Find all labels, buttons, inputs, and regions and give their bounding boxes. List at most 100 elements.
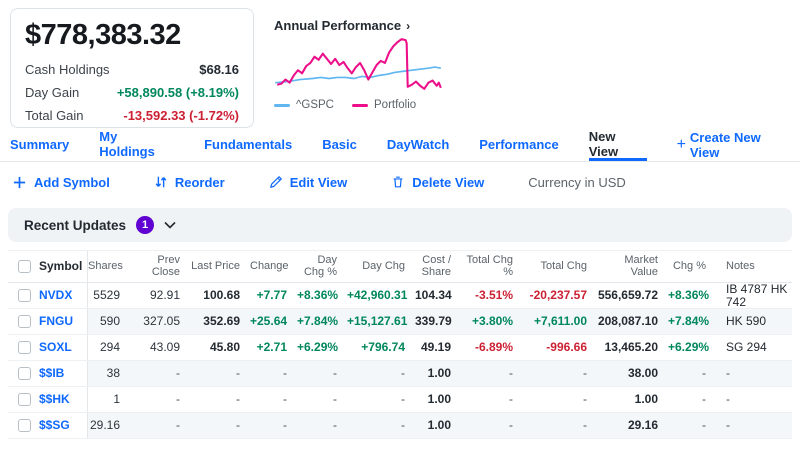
view-toolbar: Add Symbol Reorder Edit View Delete View…: [0, 162, 800, 202]
cell-prev-close: -: [176, 418, 180, 433]
cell-market-value: 1.00: [634, 392, 658, 407]
tab-summary[interactable]: Summary: [10, 136, 70, 152]
column-header-prev-close[interactable]: Prev Close: [151, 253, 180, 278]
symbol-link[interactable]: $$IB: [39, 366, 65, 381]
symbol-link[interactable]: $$SG: [39, 418, 70, 433]
cell-notes: IB 4787 HK 742: [726, 281, 788, 309]
column-header-day-chg[interactable]: Day Chg %: [303, 253, 337, 278]
recent-updates-label: Recent Updates: [24, 217, 127, 233]
column-header-symbol[interactable]: Symbol: [8, 251, 88, 282]
cell-change: +25.64: [250, 314, 288, 329]
tab-basic[interactable]: Basic: [322, 136, 357, 152]
column-header-notes[interactable]: Notes: [726, 259, 755, 272]
cell-shares: 38: [106, 366, 120, 381]
cell-day-chg: -: [401, 392, 405, 407]
cell-day-chg: +7.84%: [297, 314, 339, 329]
cell-shares: 29.16: [89, 418, 120, 433]
portfolio-header: $778,383.32 Cash Holdings $68.16 Day Gai…: [0, 0, 800, 128]
tab-daywatch[interactable]: DayWatch: [386, 136, 450, 152]
cell-last-price: -: [236, 366, 240, 381]
cell-total-chg: +7,611.00: [533, 314, 587, 329]
row-checkbox[interactable]: [18, 341, 31, 354]
holdings-table: Symbol Shares Prev Close Last Price Change Da…: [8, 250, 792, 439]
delete-view-button[interactable]: Delete View: [391, 175, 484, 190]
select-all-checkbox[interactable]: [18, 260, 31, 273]
cell-notes: -: [726, 366, 730, 381]
cell-change: -: [283, 366, 287, 381]
legend-portfolio-label: Portfolio: [374, 99, 417, 111]
day-gain-value: +58,890.58 (+8.19%): [116, 85, 239, 100]
column-header-cost-share[interactable]: Cost / Share: [421, 253, 451, 278]
cell-notes: -: [726, 392, 730, 407]
column-header-shares[interactable]: Shares: [88, 259, 123, 272]
tab-new-view[interactable]: New View: [588, 128, 647, 161]
cell-day-chg: -: [333, 366, 337, 381]
trash-icon: [391, 175, 405, 189]
table-row-ib: $$IB 38 - - - - - 1.00 - - 38.00 - -: [8, 361, 792, 387]
symbol-link[interactable]: SOXL: [39, 340, 72, 355]
edit-view-label: Edit View: [289, 174, 348, 190]
add-symbol-button[interactable]: Add Symbol: [12, 175, 110, 190]
row-checkbox[interactable]: [18, 367, 31, 380]
tab-my-holdings[interactable]: My Holdings: [99, 129, 155, 159]
cell-cost-share: 339.79: [415, 314, 452, 329]
add-symbol-label: Add Symbol: [34, 174, 110, 190]
cell-market-value: 208,087.10: [597, 314, 658, 329]
gspc-swatch-icon: [274, 103, 290, 107]
cell-day-chg: +8.36%: [297, 288, 339, 303]
cell-day-chg: +6.29%: [297, 340, 339, 355]
table-row-nvdx: NVDX 5529 92.91 100.68 +7.77 +8.36% +42,960.31…: [8, 283, 792, 309]
cell-day-chg: -: [401, 418, 405, 433]
plus-icon: [12, 175, 27, 190]
cell-market-value: 556,659.72: [597, 288, 658, 303]
annual-performance-link[interactable]: Annual Performance ›: [274, 18, 454, 33]
column-header-total-chg[interactable]: Total Chg %: [466, 253, 513, 278]
cash-holdings-value: $68.16: [199, 62, 239, 77]
cell-last-price: 45.80: [209, 340, 240, 355]
reorder-icon: [154, 175, 168, 189]
cell-total-chg: -3.51%: [474, 288, 513, 303]
symbol-link[interactable]: $$HK: [39, 392, 70, 407]
table-header-row: Symbol Shares Prev Close Last Price Change Da…: [8, 251, 792, 283]
cell-prev-close: -: [176, 392, 180, 407]
recent-updates-bar[interactable]: Recent Updates 1: [8, 208, 792, 242]
symbol-link[interactable]: NVDX: [39, 288, 73, 303]
cell-chg: -: [702, 366, 706, 381]
annual-performance-title: Annual Performance: [274, 18, 402, 33]
column-header-market-value[interactable]: Market Value: [624, 253, 658, 278]
reorder-button[interactable]: Reorder: [154, 175, 225, 190]
table-row-hk: $$HK 1 - - - - - 1.00 - - 1.00 - -: [8, 387, 792, 413]
cell-chg: +7.84%: [668, 314, 710, 329]
column-header-change[interactable]: Change: [250, 259, 289, 272]
row-checkbox[interactable]: [18, 419, 31, 432]
create-new-view-button[interactable]: + Create New View: [677, 128, 790, 161]
row-checkbox[interactable]: [18, 393, 31, 406]
column-header-last-price[interactable]: Last Price: [191, 259, 240, 272]
cell-notes: SG 294: [726, 340, 767, 355]
portfolio-total-value: $778,383.32: [25, 19, 181, 51]
cell-day-chg: +796.74: [361, 340, 405, 355]
symbol-cell: NVDX: [8, 283, 88, 308]
cell-last-price: -: [236, 418, 240, 433]
edit-view-button[interactable]: Edit View: [269, 174, 348, 190]
tab-fundamentals[interactable]: Fundamentals: [204, 136, 293, 152]
tab-performance[interactable]: Performance: [479, 136, 559, 152]
cell-last-price: -: [236, 392, 240, 407]
cell-cost-share: 49.19: [420, 340, 451, 355]
row-checkbox[interactable]: [18, 315, 31, 328]
cell-cost-share: 1.00: [427, 392, 451, 407]
column-header-chg[interactable]: Chg %: [672, 259, 706, 272]
cell-prev-close: 327.05: [143, 314, 180, 329]
cash-holdings-label: Cash Holdings: [25, 62, 110, 77]
column-header-day-chg[interactable]: Day Chg: [362, 259, 405, 272]
day-gain-label: Day Gain: [25, 85, 80, 100]
chevron-down-icon[interactable]: [164, 216, 176, 234]
row-checkbox[interactable]: [18, 289, 31, 302]
symbol-cell: $$IB: [8, 361, 88, 386]
cell-day-chg: +42,960.31: [347, 288, 408, 303]
cell-chg: +6.29%: [668, 340, 710, 355]
symbol-link[interactable]: FNGU: [39, 314, 73, 329]
chart-legend: ^GSPC Portfolio: [274, 99, 454, 111]
column-header-total-chg[interactable]: Total Chg: [540, 259, 587, 272]
create-new-view-label: Create New View: [689, 129, 761, 160]
